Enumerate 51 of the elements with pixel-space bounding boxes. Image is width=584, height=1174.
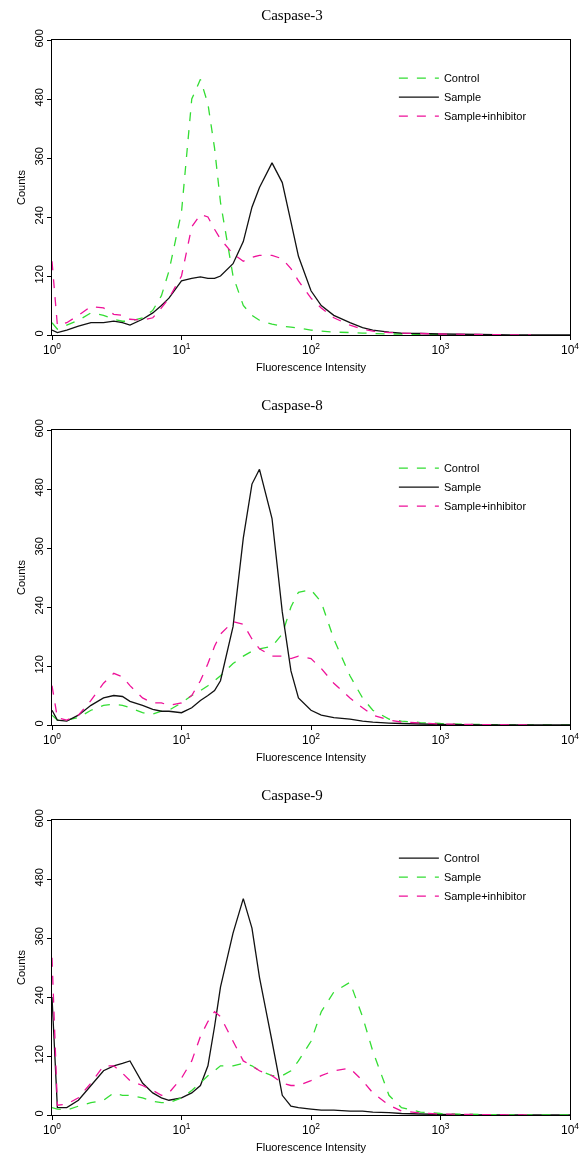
chart-title: Caspase-9 xyxy=(261,787,323,804)
legend-label: Sample xyxy=(443,871,482,884)
legend-label: Sample xyxy=(443,481,482,494)
chart-title: Caspase-8 xyxy=(261,397,323,414)
y-axis-title: Counts xyxy=(15,559,28,595)
y-tick-label: 480 xyxy=(32,88,45,107)
y-tick-label: 120 xyxy=(32,265,45,284)
x-tick-label: 10$^{4}$ xyxy=(560,341,580,358)
y-tick-label: 600 xyxy=(32,809,45,828)
y-tick-label: 120 xyxy=(32,1045,45,1064)
x-tick-label: 10$^{0}$ xyxy=(42,731,62,748)
y-tick-label: 360 xyxy=(32,537,45,556)
legend-label: Control xyxy=(443,462,480,475)
x-axis-title: Fluorescence Intensity xyxy=(255,1140,367,1153)
x-tick-label: 10$^{3}$ xyxy=(431,341,450,358)
x-tick-label: 10$^{1}$ xyxy=(172,341,191,358)
x-tick-label: 10$^{4}$ xyxy=(560,731,580,748)
y-tick-label: 120 xyxy=(32,655,45,674)
y-tick-label: 240 xyxy=(32,206,45,225)
x-tick-label: 10$^{3}$ xyxy=(431,1121,450,1138)
y-tick-label: 240 xyxy=(32,986,45,1005)
legend-label: Sample+inhibitor xyxy=(443,890,527,903)
x-tick-label: 10$^{1}$ xyxy=(172,731,191,748)
legend-label: Sample+inhibitor xyxy=(443,110,527,123)
y-tick-label: 240 xyxy=(32,596,45,615)
x-tick-label: 10$^{0}$ xyxy=(42,341,62,358)
y-tick-label: 480 xyxy=(32,478,45,497)
legend-label: Control xyxy=(443,852,480,865)
y-tick-label: 600 xyxy=(32,419,45,438)
y-tick-label: 360 xyxy=(32,147,45,166)
y-tick-label: 0 xyxy=(32,330,45,337)
x-tick-label: 10$^{3}$ xyxy=(431,731,450,748)
y-tick-label: 0 xyxy=(32,1110,45,1117)
legend-label: Control xyxy=(443,72,480,85)
x-tick-label: 10$^{0}$ xyxy=(42,1121,62,1138)
y-tick-label: 360 xyxy=(32,927,45,946)
x-axis-title: Fluorescence Intensity xyxy=(255,750,367,763)
legend-label: Sample+inhibitor xyxy=(443,500,527,513)
x-tick-label: 10$^{1}$ xyxy=(172,1121,191,1138)
y-axis-title: Counts xyxy=(15,169,28,205)
x-tick-label: 10$^{2}$ xyxy=(301,1121,321,1138)
x-tick-label: 10$^{4}$ xyxy=(560,1121,580,1138)
y-tick-label: 600 xyxy=(32,29,45,48)
x-tick-label: 10$^{2}$ xyxy=(301,341,321,358)
x-axis-title: Fluorescence Intensity xyxy=(255,360,367,373)
x-tick-label: 10$^{2}$ xyxy=(301,731,321,748)
chart-title: Caspase-3 xyxy=(261,7,323,24)
legend-label: Sample xyxy=(443,91,482,104)
y-tick-label: 480 xyxy=(32,868,45,887)
y-axis-title: Counts xyxy=(15,949,28,985)
y-tick-label: 0 xyxy=(32,720,45,727)
